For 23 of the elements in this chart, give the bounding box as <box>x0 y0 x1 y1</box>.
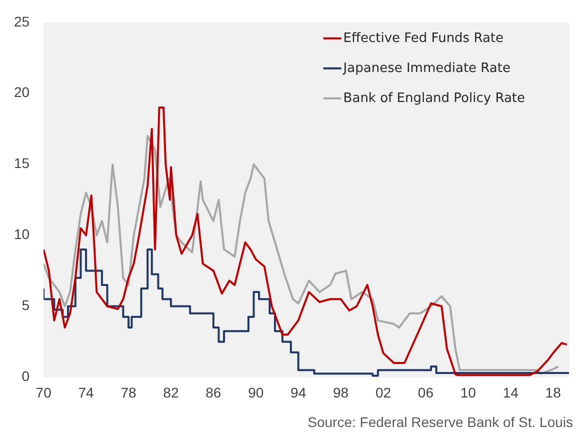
legend-label: Bank of England Policy Rate <box>343 90 526 106</box>
x-tick-label: 14 <box>502 384 519 400</box>
y-tick-label: 5 <box>22 297 30 314</box>
x-tick-label: 82 <box>163 384 179 400</box>
x-tick-label: 10 <box>460 384 476 400</box>
x-tick-label: 06 <box>418 384 434 400</box>
y-tick-label: 20 <box>14 84 30 100</box>
legend-label: Effective Fed Funds Rate <box>343 30 504 46</box>
y-tick-label: 0 <box>22 368 30 384</box>
x-tick-label: 94 <box>290 384 306 400</box>
x-tick-label: 18 <box>545 384 562 400</box>
y-tick-label: 10 <box>14 226 30 242</box>
x-tick-label: 02 <box>375 384 392 400</box>
x-tick-label: 74 <box>78 384 94 400</box>
legend-label: Japanese Immediate Rate <box>342 60 510 76</box>
x-tick-label: 70 <box>36 384 52 400</box>
y-tick-label: 25 <box>14 13 30 30</box>
x-tick-label: 98 <box>332 384 349 400</box>
x-tick-label: 90 <box>248 384 264 400</box>
source-note: Source: Federal Reserve Bank of St. Louis <box>308 414 573 430</box>
y-tick-label: 15 <box>14 155 30 172</box>
x-tick-label: 86 <box>206 384 222 400</box>
x-tick-label: 78 <box>120 384 136 400</box>
